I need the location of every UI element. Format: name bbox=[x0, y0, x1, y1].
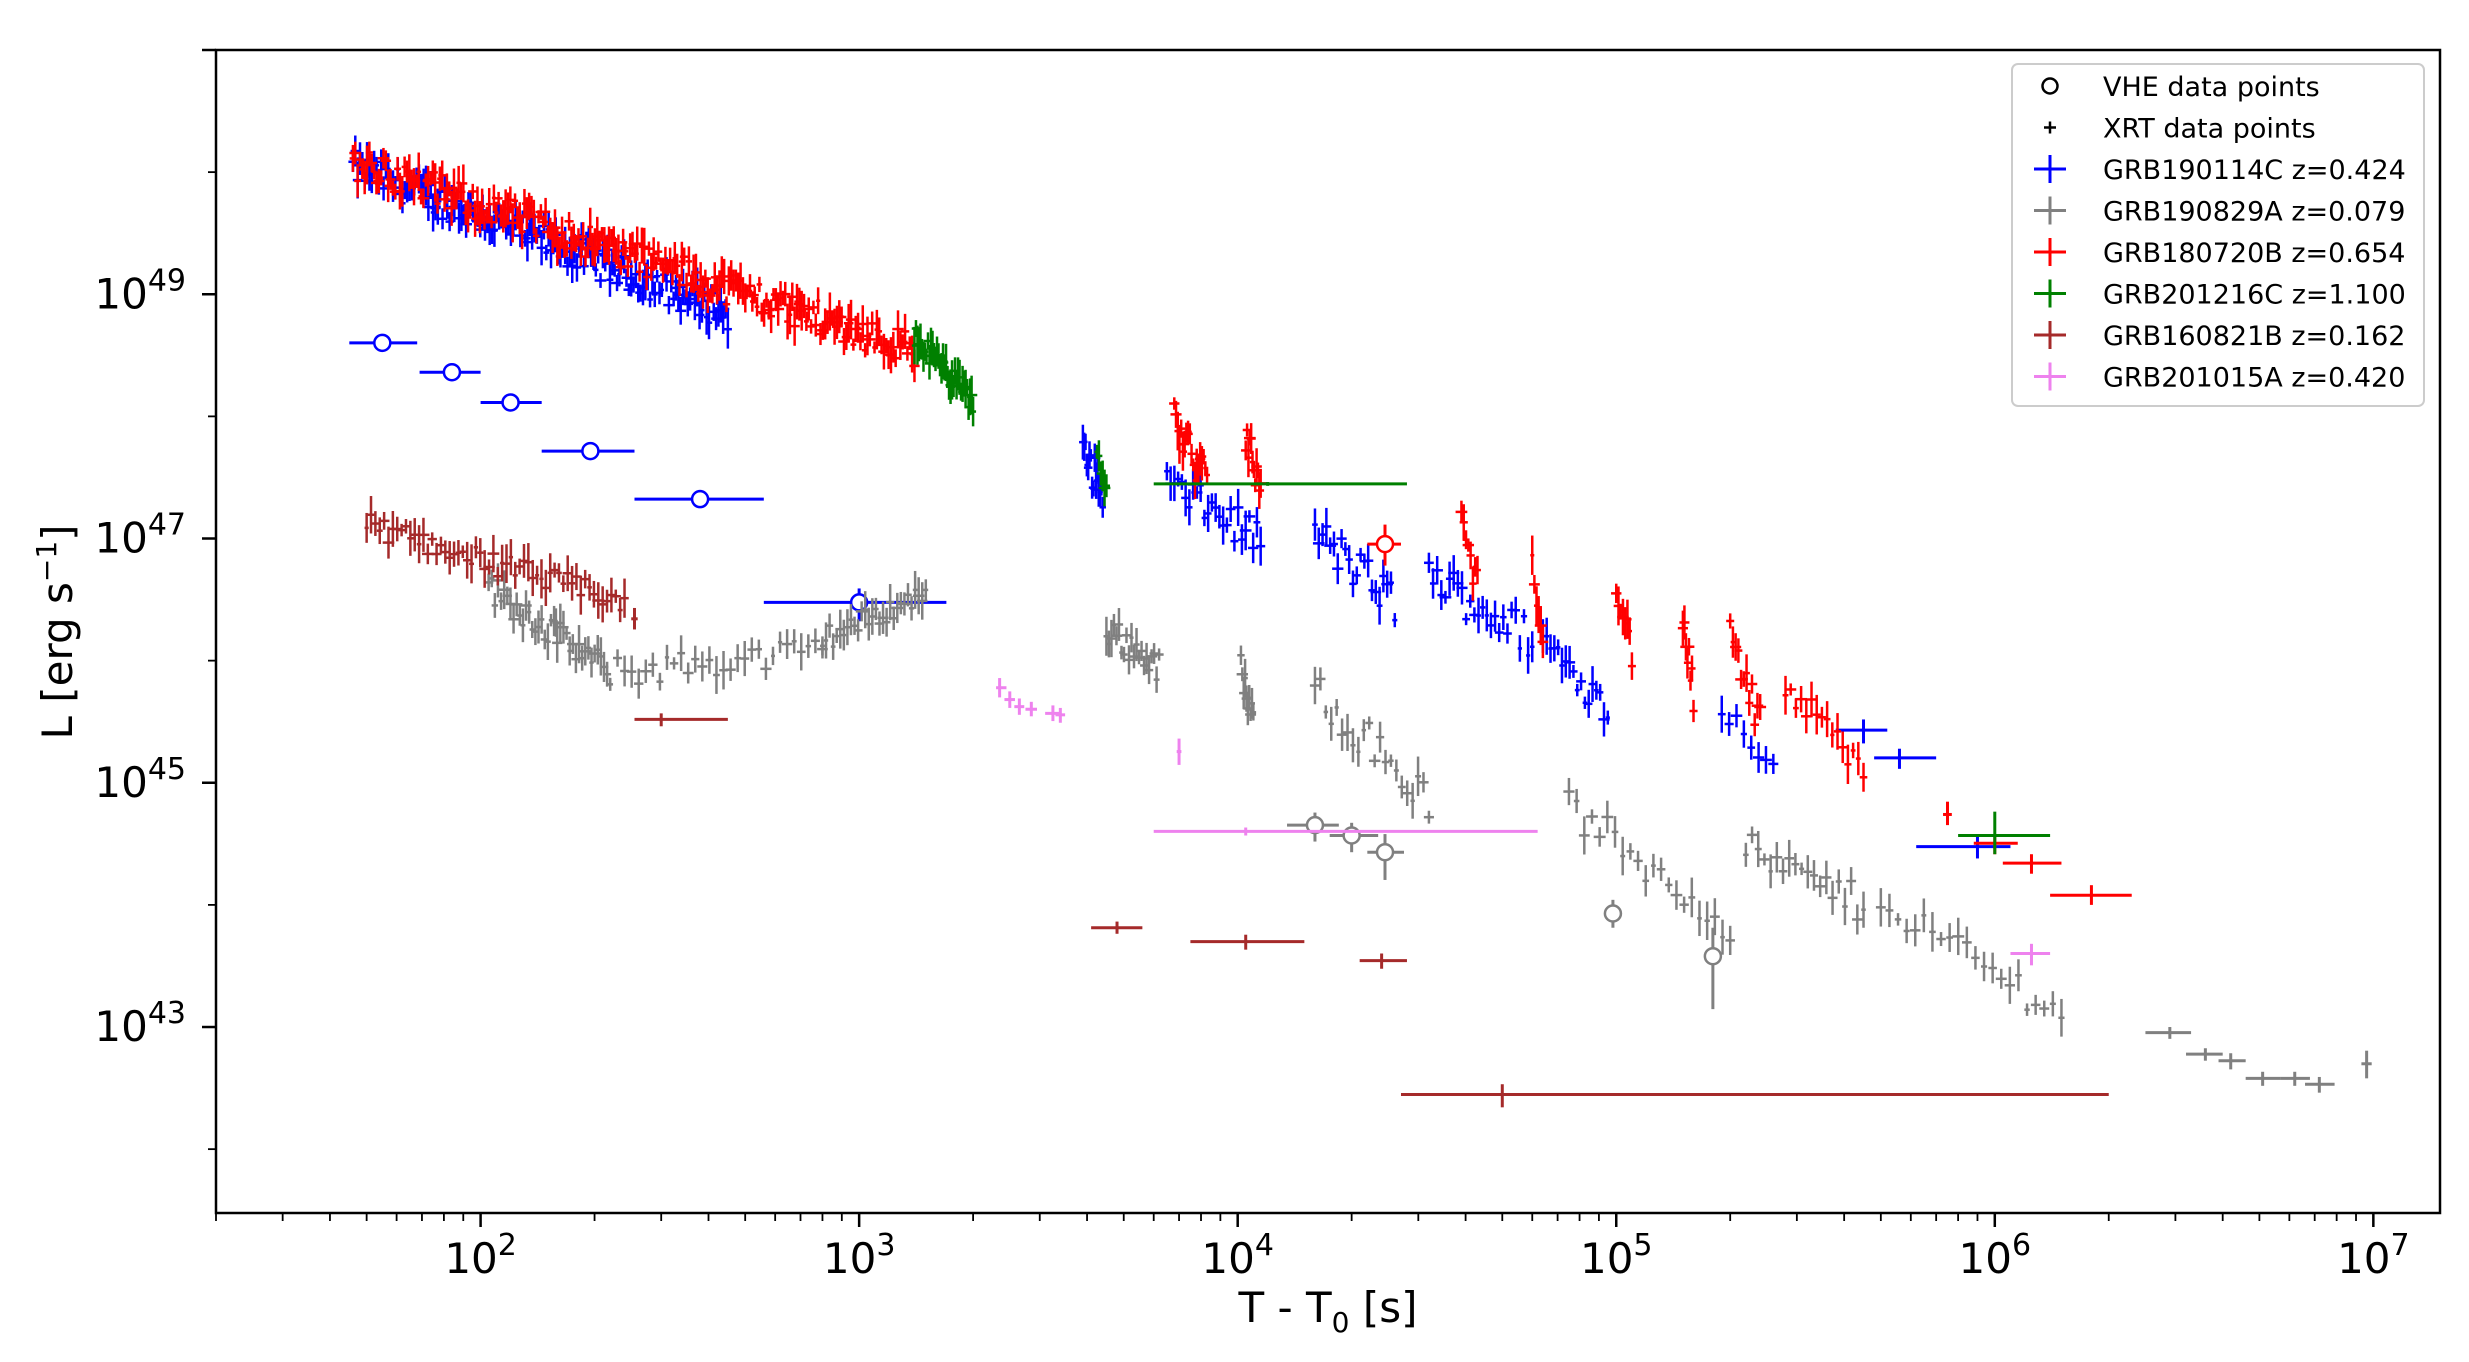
legend-item: XRT data points bbox=[2044, 114, 2316, 145]
series-GRB180720B bbox=[349, 141, 2132, 905]
legend-label: GRB160821B z=0.162 bbox=[2103, 321, 2405, 352]
x-tick-label: 106 bbox=[1959, 1228, 2032, 1283]
legend-marker-circle bbox=[2041, 77, 2059, 95]
y-tick-label: 1045 bbox=[94, 752, 186, 807]
y-tick-label: 1047 bbox=[94, 508, 186, 563]
GRB190829A-vhe-marker bbox=[1603, 904, 1623, 923]
x-tick-label: 107 bbox=[2337, 1228, 2410, 1283]
GRB190829A-vhe-marker bbox=[1703, 946, 1723, 966]
legend-item: GRB190114C z=0.424 bbox=[2034, 155, 2406, 186]
x-axis-label: T - T0 [s] bbox=[1237, 1283, 1417, 1339]
series-GRB160821B bbox=[364, 496, 2109, 1108]
legend-item: GRB190829A z=0.079 bbox=[2034, 196, 2405, 228]
series-GRB190829A bbox=[483, 563, 2372, 1093]
legend-label: GRB190114C z=0.424 bbox=[2103, 155, 2406, 186]
series-GRB201015A bbox=[996, 678, 2051, 966]
series-GRB201216C bbox=[911, 320, 2051, 855]
legend-label: GRB201216C z=1.100 bbox=[2103, 280, 2406, 311]
legend-item: GRB201015A z=0.420 bbox=[2034, 362, 2405, 394]
GRB190114C-vhe-marker bbox=[581, 441, 600, 461]
GRB190829A-vhe-marker bbox=[1305, 815, 1325, 835]
GRB190114C-vhe-marker bbox=[501, 393, 520, 412]
legend-label: VHE data points bbox=[2103, 72, 2320, 103]
y-axis: 1043 1045 1047 1049 bbox=[94, 48, 216, 1151]
legend-box bbox=[2011, 63, 2425, 407]
legend-label: GRB190829A z=0.079 bbox=[2103, 197, 2405, 228]
legend-label: GRB180720B z=0.654 bbox=[2103, 238, 2405, 269]
GRB190829A-vhe-marker bbox=[1375, 842, 1395, 862]
series-layer bbox=[348, 135, 2372, 1108]
legend-item: GRB201216C z=1.100 bbox=[2034, 279, 2406, 311]
x-tick-label: 102 bbox=[444, 1228, 517, 1283]
GRB190114C-vhe-marker bbox=[690, 489, 710, 509]
y-tick-label: 1049 bbox=[94, 263, 186, 318]
GRB190114C-vhe-marker bbox=[442, 362, 462, 382]
legend-item: GRB180720B z=0.654 bbox=[2034, 238, 2405, 269]
x-tick-label: 104 bbox=[1201, 1228, 1274, 1283]
x-tick-label: 103 bbox=[823, 1228, 896, 1283]
x-tick-label: 105 bbox=[1580, 1228, 1653, 1283]
x-axis: 102 103 104 105 106 107 bbox=[215, 1213, 2410, 1283]
legend-item: VHE data points bbox=[2041, 72, 2320, 103]
y-axis-label: L [erg s−1] bbox=[30, 524, 82, 739]
legend: VHE data points XRT data points GRB190114C… bbox=[2011, 63, 2425, 407]
GRB180720B-vhe-marker bbox=[1375, 534, 1395, 554]
axes-frame bbox=[214, 48, 2442, 1215]
legend-item: GRB160821B z=0.162 bbox=[2034, 321, 2405, 352]
legend-label: GRB201015A z=0.420 bbox=[2103, 363, 2405, 394]
y-tick-label: 1043 bbox=[94, 996, 186, 1051]
GRB190114C-vhe-marker bbox=[373, 333, 392, 353]
legend-label: XRT data points bbox=[2103, 114, 2316, 145]
